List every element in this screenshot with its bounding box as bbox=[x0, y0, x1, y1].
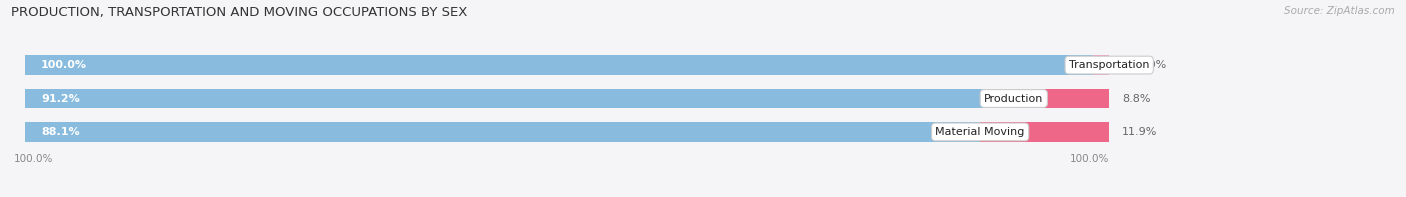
Text: 100.0%: 100.0% bbox=[1070, 154, 1109, 164]
Text: Transportation: Transportation bbox=[1069, 60, 1150, 70]
Bar bbox=[25, 55, 1109, 75]
Text: 0.0%: 0.0% bbox=[1139, 60, 1167, 70]
Text: Source: ZipAtlas.com: Source: ZipAtlas.com bbox=[1284, 6, 1395, 16]
Bar bbox=[25, 55, 1109, 75]
Bar bbox=[1014, 89, 1109, 108]
Bar bbox=[25, 89, 1109, 108]
Text: 100.0%: 100.0% bbox=[14, 154, 53, 164]
Bar bbox=[25, 122, 980, 142]
Text: 88.1%: 88.1% bbox=[41, 127, 80, 137]
Text: 100.0%: 100.0% bbox=[41, 60, 87, 70]
Bar bbox=[25, 89, 1014, 108]
Text: 8.8%: 8.8% bbox=[1122, 94, 1150, 103]
Text: PRODUCTION, TRANSPORTATION AND MOVING OCCUPATIONS BY SEX: PRODUCTION, TRANSPORTATION AND MOVING OC… bbox=[11, 6, 468, 19]
Bar bbox=[25, 122, 1109, 142]
Text: Material Moving: Material Moving bbox=[935, 127, 1025, 137]
Bar bbox=[1092, 55, 1109, 75]
Text: 11.9%: 11.9% bbox=[1122, 127, 1157, 137]
Bar bbox=[980, 122, 1109, 142]
Text: Production: Production bbox=[984, 94, 1043, 103]
Legend: Male, Female: Male, Female bbox=[502, 194, 627, 197]
Text: 91.2%: 91.2% bbox=[41, 94, 80, 103]
